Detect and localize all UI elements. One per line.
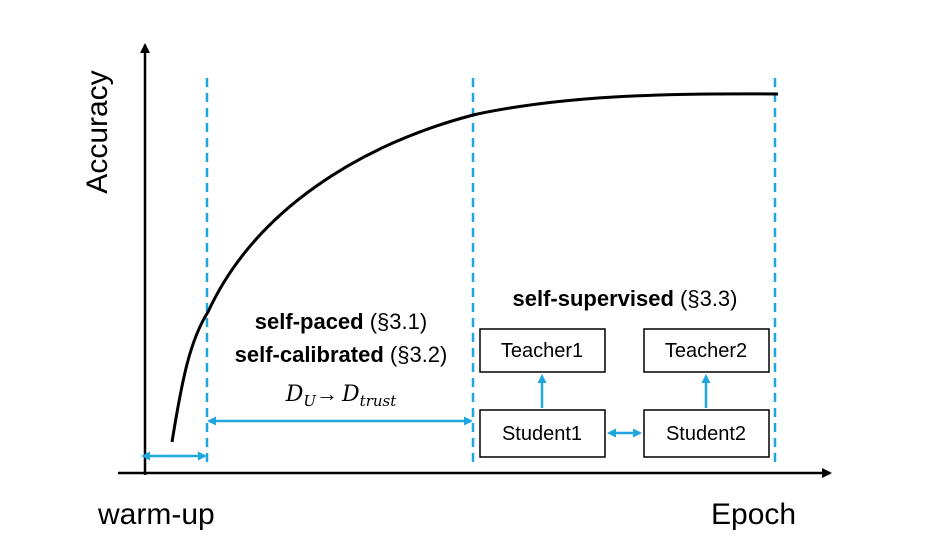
- student2-box: [643, 409, 770, 458]
- self-calibrated-ref: (§3.2): [384, 342, 448, 367]
- y-axis-label: Accuracy: [81, 70, 114, 193]
- teacher1-label: Teacher1: [501, 340, 583, 362]
- self-paced-ref: (§3.1): [364, 309, 428, 334]
- teacher1-box: [479, 328, 606, 373]
- warm-up-label: warm-up: [97, 498, 215, 531]
- self-calibrated-label: self-calibrated (§3.2): [235, 342, 448, 367]
- student1-label: Student1: [502, 423, 582, 445]
- self-supervised-ref: (§3.3): [674, 286, 738, 311]
- accuracy-curve: [170, 92, 779, 443]
- formula-arrow: →: [316, 381, 338, 406]
- formula-d-u: D: [285, 382, 304, 407]
- self-paced-term: self-paced: [255, 309, 364, 334]
- student1-box: [479, 409, 606, 458]
- self-calibrated-term: self-calibrated: [235, 342, 384, 367]
- self-supervised-label: self-supervised (§3.3): [513, 286, 738, 311]
- x-axis-label: Epoch: [711, 498, 796, 531]
- data-transition-formula: DU→ Dtrust: [285, 381, 397, 410]
- self-supervised-term: self-supervised: [513, 286, 674, 311]
- formula-u-subscript: U: [303, 392, 317, 410]
- formula-d-trust: D: [341, 382, 360, 407]
- student2-label: Student2: [666, 423, 746, 445]
- self-paced-label: self-paced (§3.1): [255, 309, 427, 334]
- teacher2-box: [643, 328, 770, 373]
- formula-trust-subscript: trust: [360, 392, 398, 410]
- teacher2-label: Teacher2: [665, 340, 747, 362]
